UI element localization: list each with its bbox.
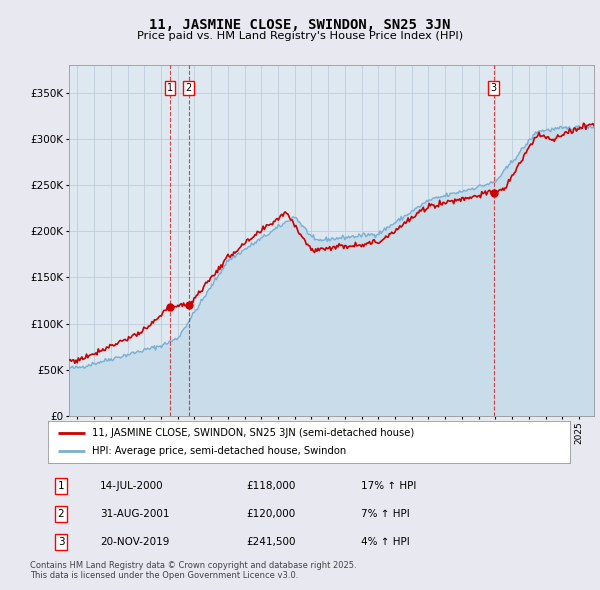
Text: 2: 2 — [185, 83, 192, 93]
Text: 11, JASMINE CLOSE, SWINDON, SN25 3JN: 11, JASMINE CLOSE, SWINDON, SN25 3JN — [149, 18, 451, 32]
Text: 2: 2 — [58, 509, 64, 519]
Text: Contains HM Land Registry data © Crown copyright and database right 2025.
This d: Contains HM Land Registry data © Crown c… — [30, 560, 356, 580]
Text: 20-NOV-2019: 20-NOV-2019 — [100, 537, 170, 547]
Text: 1: 1 — [58, 481, 64, 491]
Text: £118,000: £118,000 — [247, 481, 296, 491]
Text: HPI: Average price, semi-detached house, Swindon: HPI: Average price, semi-detached house,… — [92, 446, 347, 456]
Text: 4% ↑ HPI: 4% ↑ HPI — [361, 537, 410, 547]
Text: 3: 3 — [490, 83, 497, 93]
Text: 31-AUG-2001: 31-AUG-2001 — [100, 509, 170, 519]
Text: £120,000: £120,000 — [247, 509, 296, 519]
Text: 3: 3 — [58, 537, 64, 547]
Text: 17% ↑ HPI: 17% ↑ HPI — [361, 481, 416, 491]
Text: 7% ↑ HPI: 7% ↑ HPI — [361, 509, 410, 519]
Text: Price paid vs. HM Land Registry's House Price Index (HPI): Price paid vs. HM Land Registry's House … — [137, 31, 463, 41]
Text: 14-JUL-2000: 14-JUL-2000 — [100, 481, 164, 491]
Text: 11, JASMINE CLOSE, SWINDON, SN25 3JN (semi-detached house): 11, JASMINE CLOSE, SWINDON, SN25 3JN (se… — [92, 428, 415, 438]
Text: £241,500: £241,500 — [247, 537, 296, 547]
Text: 1: 1 — [167, 83, 173, 93]
